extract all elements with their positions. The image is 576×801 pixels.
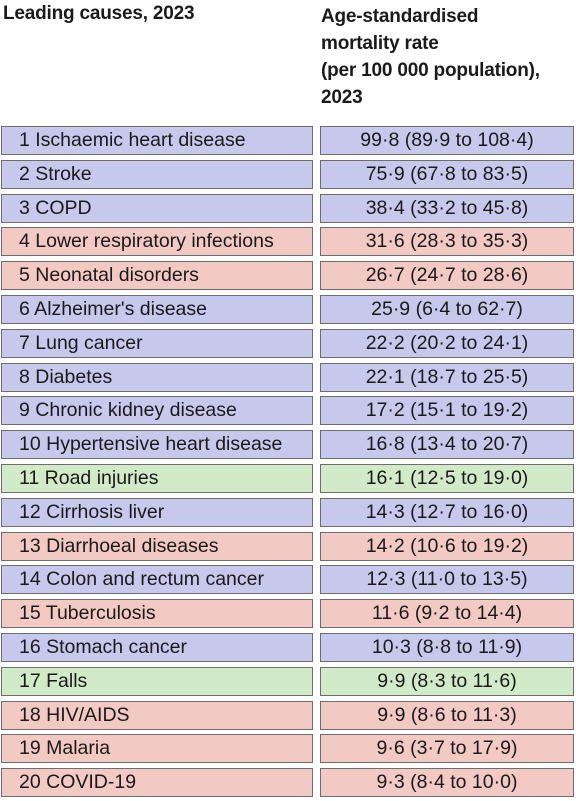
table-row: 11 Road injuries 16·1 (12·5 to 19·0) xyxy=(0,463,576,497)
table-row: 4 Lower respiratory infections 31·6 (28·3… xyxy=(0,226,576,260)
cause-cell: 8 Diabetes xyxy=(1,362,313,392)
rate-cell: 14·2 (10·6 to 19·2) xyxy=(320,531,574,561)
table-row: 15 Tuberculosis 11·6 (9·2 to 14·4) xyxy=(0,598,576,632)
rate-cell: 10·3 (8·8 to 11·9) xyxy=(320,632,574,662)
rate-header-line: 2023 xyxy=(321,87,363,108)
cause-cell: 12 Cirrhosis liver xyxy=(1,497,313,527)
cause-cell: 20 COVID-19 xyxy=(1,768,313,798)
cause-cell: 4 Lower respiratory infections xyxy=(1,227,313,257)
rate-cell: 9·9 (8·6 to 11·3) xyxy=(320,700,574,730)
table-row: 20 COVID-19 9·3 (8·4 to 10·0) xyxy=(0,767,576,801)
rate-cell: 16·1 (12·5 to 19·0) xyxy=(320,463,574,493)
cause-cell: 9 Chronic kidney disease xyxy=(1,396,313,426)
rate-header-line: mortality rate xyxy=(321,33,439,54)
cause-cell: 19 Malaria xyxy=(1,734,313,764)
table-row: 10 Hypertensive heart disease 16·8 (13·4 … xyxy=(0,429,576,463)
cause-cell: 6 Alzheimer's disease xyxy=(1,294,313,324)
table-row: 14 Colon and rectum cancer 12·3 (11·0 to … xyxy=(0,564,576,598)
table-row: 18 HIV/AIDS 9·9 (8·6 to 11·3) xyxy=(0,700,576,734)
rate-column-header: Age-standardised mortality rate (per 100… xyxy=(321,3,576,111)
cause-cell: 13 Diarrhoeal diseases xyxy=(1,531,313,561)
rate-cell: 22·2 (20·2 to 24·1) xyxy=(320,328,574,358)
cause-cell: 7 Lung cancer xyxy=(1,328,313,358)
table-row: 5 Neonatal disorders 26·7 (24·7 to 28·6) xyxy=(0,260,576,294)
table-header: Leading causes, 2023 Age-standardised mo… xyxy=(0,0,576,122)
cause-cell: 18 HIV/AIDS xyxy=(1,700,313,730)
rate-cell: 12·3 (11·0 to 13·5) xyxy=(320,565,574,595)
table-row: 19 Malaria 9·6 (3·7 to 17·9) xyxy=(0,733,576,767)
cause-cell: 2 Stroke xyxy=(1,159,313,189)
rate-cell: 25·9 (6·4 to 62·7) xyxy=(320,294,574,324)
table-row: 1 Ischaemic heart disease 99·8 (89·9 to 1… xyxy=(0,125,576,159)
rate-cell: 9·6 (3·7 to 17·9) xyxy=(320,734,574,764)
rate-cell: 22·1 (18·7 to 25·5) xyxy=(320,362,574,392)
table-row: 16 Stomach cancer 10·3 (8·8 to 11·9) xyxy=(0,632,576,666)
rate-cell: 17·2 (15·1 to 19·2) xyxy=(320,396,574,426)
rate-cell: 26·7 (24·7 to 28·6) xyxy=(320,261,574,291)
rate-header-line: Age-standardised xyxy=(321,6,479,27)
cause-cell: 16 Stomach cancer xyxy=(1,632,313,662)
rate-cell: 75·9 (67·8 to 83·5) xyxy=(320,159,574,189)
rate-header-line: (per 100 000 population), xyxy=(321,60,540,81)
cause-cell: 5 Neonatal disorders xyxy=(1,261,313,291)
cause-cell: 14 Colon and rectum cancer xyxy=(1,565,313,595)
rate-cell: 14·3 (12·7 to 16·0) xyxy=(320,497,574,527)
table-row: 12 Cirrhosis liver 14·3 (12·7 to 16·0) xyxy=(0,497,576,531)
rate-cell: 11·6 (9·2 to 14·4) xyxy=(320,599,574,629)
rate-cell: 38·4 (33·2 to 45·8) xyxy=(320,193,574,223)
table-row: 13 Diarrhoeal diseases 14·2 (10·6 to 19·2… xyxy=(0,531,576,565)
cause-cell: 10 Hypertensive heart disease xyxy=(1,430,313,460)
rate-cell: 99·8 (89·9 to 108·4) xyxy=(320,126,574,155)
table-row: 7 Lung cancer 22·2 (20·2 to 24·1) xyxy=(0,328,576,362)
rate-cell: 9·3 (8·4 to 10·0) xyxy=(320,768,574,798)
table-row: 3 COPD 38·4 (33·2 to 45·8) xyxy=(0,193,576,227)
table-row: 2 Stroke 75·9 (67·8 to 83·5) xyxy=(0,159,576,193)
cause-cell: 17 Falls xyxy=(1,666,313,696)
mortality-table: 1 Ischaemic heart disease 99·8 (89·9 to 1… xyxy=(0,125,576,801)
table-row: 8 Diabetes 22·1 (18·7 to 25·5) xyxy=(0,362,576,396)
table-row: 9 Chronic kidney disease 17·2 (15·1 to 19… xyxy=(0,395,576,429)
cause-cell: 1 Ischaemic heart disease xyxy=(1,126,313,155)
causes-column-header: Leading causes, 2023 xyxy=(3,3,195,24)
table-row: 17 Falls 9·9 (8·3 to 11·6) xyxy=(0,666,576,700)
table-row: 6 Alzheimer's disease 25·9 (6·4 to 62·7) xyxy=(0,294,576,328)
cause-cell: 11 Road injuries xyxy=(1,463,313,493)
cause-cell: 15 Tuberculosis xyxy=(1,599,313,629)
rate-cell: 9·9 (8·3 to 11·6) xyxy=(320,666,574,696)
cause-cell: 3 COPD xyxy=(1,193,313,223)
rate-cell: 31·6 (28·3 to 35·3) xyxy=(320,227,574,257)
rate-cell: 16·8 (13·4 to 20·7) xyxy=(320,430,574,460)
